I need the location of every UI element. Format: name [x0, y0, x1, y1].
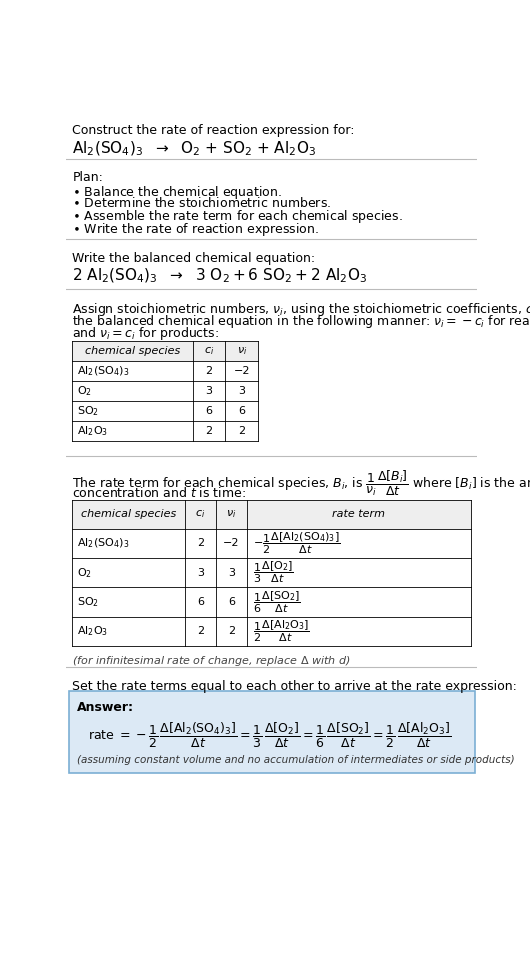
Text: −2: −2	[234, 366, 250, 376]
Text: $\dfrac{1}{3}\dfrac{\Delta[\mathrm{O_2}]}{\Delta t}$: $\dfrac{1}{3}\dfrac{\Delta[\mathrm{O_2}]…	[253, 560, 294, 585]
Text: Assign stoichiometric numbers, $\nu_i$, using the stoichiometric coefficients, $: Assign stoichiometric numbers, $\nu_i$, …	[73, 301, 530, 318]
Text: concentration and $t$ is time:: concentration and $t$ is time:	[73, 486, 246, 500]
Text: $\dfrac{1}{6}\dfrac{\Delta[\mathrm{SO_2}]}{\Delta t}$: $\dfrac{1}{6}\dfrac{\Delta[\mathrm{SO_2}…	[253, 589, 301, 614]
Text: $-\dfrac{1}{2}\dfrac{\Delta[\mathrm{Al_2(SO_4)_3}]}{\Delta t}$: $-\dfrac{1}{2}\dfrac{\Delta[\mathrm{Al_2…	[253, 531, 340, 556]
Text: Write the balanced chemical equation:: Write the balanced chemical equation:	[73, 252, 315, 265]
Text: 6: 6	[197, 597, 204, 607]
Text: $\mathrm{Al_2(SO_4)_3}$: $\mathrm{Al_2(SO_4)_3}$	[77, 365, 129, 377]
Text: 2: 2	[238, 426, 245, 436]
Text: 3: 3	[205, 386, 213, 396]
Text: $\mathrm{2\ Al_2(SO_4)_3}$  $\rightarrow$  $\mathrm{3\ O_2 + 6\ SO_2 + 2\ Al_2O_: $\mathrm{2\ Al_2(SO_4)_3}$ $\rightarrow$…	[73, 267, 368, 285]
Text: $\mathrm{Al_2O_3}$: $\mathrm{Al_2O_3}$	[77, 624, 108, 638]
Text: 2: 2	[197, 626, 204, 636]
Text: Set the rate terms equal to each other to arrive at the rate expression:: Set the rate terms equal to each other t…	[73, 680, 517, 693]
Text: $\mathrm{SO_2}$: $\mathrm{SO_2}$	[77, 595, 99, 609]
Text: chemical species: chemical species	[81, 510, 176, 519]
Text: and $\nu_i = c_i$ for products:: and $\nu_i = c_i$ for products:	[73, 325, 219, 342]
Text: Construct the rate of reaction expression for:: Construct the rate of reaction expressio…	[73, 123, 355, 137]
Text: 3: 3	[228, 567, 235, 577]
Text: $\mathrm{O_2}$: $\mathrm{O_2}$	[77, 565, 92, 579]
Text: 6: 6	[205, 406, 213, 416]
Text: the balanced chemical equation in the following manner: $\nu_i = -c_i$ for react: the balanced chemical equation in the fo…	[73, 314, 530, 330]
Text: $\mathrm{Al_2(SO_4)_3}$: $\mathrm{Al_2(SO_4)_3}$	[77, 537, 129, 550]
Text: 3: 3	[197, 567, 204, 577]
FancyBboxPatch shape	[68, 691, 475, 773]
Text: chemical species: chemical species	[85, 346, 180, 356]
Text: $\bullet$ Write the rate of reaction expression.: $\bullet$ Write the rate of reaction exp…	[73, 220, 320, 238]
Text: (assuming constant volume and no accumulation of intermediates or side products): (assuming constant volume and no accumul…	[77, 756, 515, 765]
Text: $\bullet$ Balance the chemical equation.: $\bullet$ Balance the chemical equation.	[73, 184, 282, 201]
Text: 3: 3	[238, 386, 245, 396]
Text: $\mathrm{Al_2O_3}$: $\mathrm{Al_2O_3}$	[77, 424, 108, 438]
Text: $\bullet$ Assemble the rate term for each chemical species.: $\bullet$ Assemble the rate term for eac…	[73, 209, 403, 225]
Text: 2: 2	[228, 626, 235, 636]
Text: $\mathrm{Al_2(SO_4)_3}$  $\rightarrow$  $\mathrm{O_2}$ + $\mathrm{SO_2}$ + $\mat: $\mathrm{Al_2(SO_4)_3}$ $\rightarrow$ $\…	[73, 139, 316, 158]
Text: rate $= -\dfrac{1}{2}\,\dfrac{\Delta[\mathrm{Al_2(SO_4)_3}]}{\Delta t}$$ = \dfra: rate $= -\dfrac{1}{2}\,\dfrac{\Delta[\ma…	[88, 721, 452, 751]
Text: Answer:: Answer:	[77, 702, 134, 714]
Text: (for infinitesimal rate of change, replace $\Delta$ with $d$): (for infinitesimal rate of change, repla…	[73, 654, 351, 667]
FancyBboxPatch shape	[73, 341, 259, 361]
Text: $\nu_i$: $\nu_i$	[226, 509, 236, 520]
Text: $\mathrm{SO_2}$: $\mathrm{SO_2}$	[77, 404, 99, 417]
Text: The rate term for each chemical species, $B_i$, is $\dfrac{1}{\nu_i}\dfrac{\Delt: The rate term for each chemical species,…	[73, 468, 530, 498]
Text: $\bullet$ Determine the stoichiometric numbers.: $\bullet$ Determine the stoichiometric n…	[73, 196, 332, 210]
Text: $\nu_i$: $\nu_i$	[236, 345, 247, 357]
FancyBboxPatch shape	[73, 500, 471, 529]
Text: $\mathrm{O_2}$: $\mathrm{O_2}$	[77, 384, 92, 398]
Text: 2: 2	[205, 366, 213, 376]
Text: Plan:: Plan:	[73, 172, 103, 184]
Text: $c_i$: $c_i$	[204, 345, 214, 357]
Text: −2: −2	[223, 538, 240, 549]
Text: rate term: rate term	[332, 510, 385, 519]
Text: 2: 2	[205, 426, 213, 436]
Text: $\dfrac{1}{2}\dfrac{\Delta[\mathrm{Al_2O_3}]}{\Delta t}$: $\dfrac{1}{2}\dfrac{\Delta[\mathrm{Al_2O…	[253, 618, 310, 644]
Text: 6: 6	[238, 406, 245, 416]
Text: $c_i$: $c_i$	[195, 509, 206, 520]
Text: 2: 2	[197, 538, 204, 549]
Text: 6: 6	[228, 597, 235, 607]
